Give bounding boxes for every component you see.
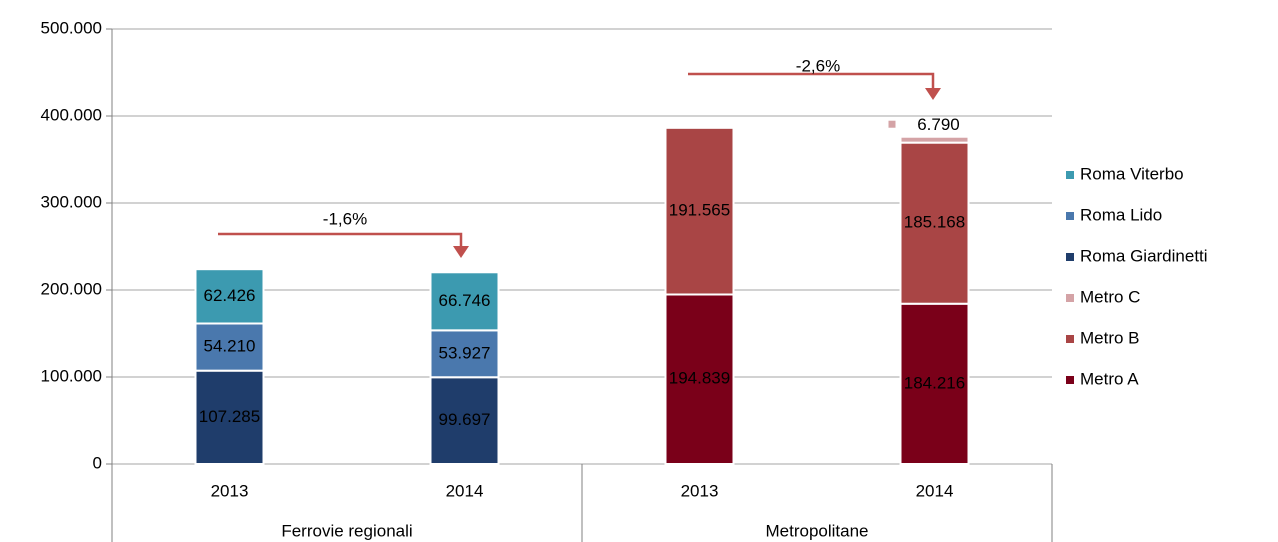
value-label-key xyxy=(888,120,896,128)
bar-segment xyxy=(429,376,500,465)
group-label: Metropolitane xyxy=(765,521,868,540)
group-label: Ferrovie regionali xyxy=(281,521,412,540)
arrow-head xyxy=(453,246,469,258)
x-tick-label: 2014 xyxy=(916,481,954,500)
value-label: 191.565 xyxy=(669,201,730,220)
value-label: 99.697 xyxy=(439,410,491,429)
bar-segment xyxy=(194,369,265,465)
value-label: 66.746 xyxy=(439,291,491,310)
value-label: 62.426 xyxy=(204,286,256,305)
legend-label: Metro A xyxy=(1080,369,1139,388)
legend-swatch xyxy=(1066,253,1074,261)
change-arrow xyxy=(218,232,463,248)
legend-swatch xyxy=(1066,212,1074,220)
legend-swatch xyxy=(1066,376,1074,384)
bar-segment xyxy=(664,126,735,296)
x-tick-label: 2013 xyxy=(681,481,719,500)
value-label: 6.790 xyxy=(917,115,960,134)
change-arrow xyxy=(688,72,935,90)
value-label: 107.285 xyxy=(199,407,260,426)
value-label: 53.927 xyxy=(439,343,491,362)
bar-segment xyxy=(899,302,970,465)
y-tick-label: 100.000 xyxy=(41,366,102,385)
x-tick-label: 2013 xyxy=(211,481,249,500)
legend-label: Roma Giardinetti xyxy=(1080,246,1208,265)
bar-segment xyxy=(899,141,970,305)
value-label: 184.216 xyxy=(904,373,965,392)
y-tick-label: 400.000 xyxy=(41,105,102,124)
bar-segment xyxy=(899,135,970,144)
bar-segment xyxy=(429,271,500,332)
legend-swatch xyxy=(1066,294,1074,302)
y-tick-label: 0 xyxy=(93,453,102,472)
annotation: -2,6% xyxy=(796,56,840,75)
arrow-head xyxy=(925,88,941,100)
y-tick-label: 200.000 xyxy=(41,279,102,298)
y-tick-label: 500.000 xyxy=(41,18,102,37)
legend-swatch xyxy=(1066,171,1074,179)
legend-label: Roma Viterbo xyxy=(1080,164,1184,183)
value-label: 194.839 xyxy=(669,369,730,388)
legend-label: Metro C xyxy=(1080,287,1140,306)
legend-swatch xyxy=(1066,335,1074,343)
bar-segment xyxy=(194,268,265,325)
value-label: 185.168 xyxy=(904,213,965,232)
legend-label: Metro B xyxy=(1080,328,1140,347)
y-tick-label: 300.000 xyxy=(41,192,102,211)
bar-segment xyxy=(429,329,500,379)
legend-label: Roma Lido xyxy=(1080,205,1162,224)
x-tick-label: 2014 xyxy=(446,481,484,500)
annotation: -1,6% xyxy=(323,209,367,228)
value-label: 54.210 xyxy=(204,337,256,356)
